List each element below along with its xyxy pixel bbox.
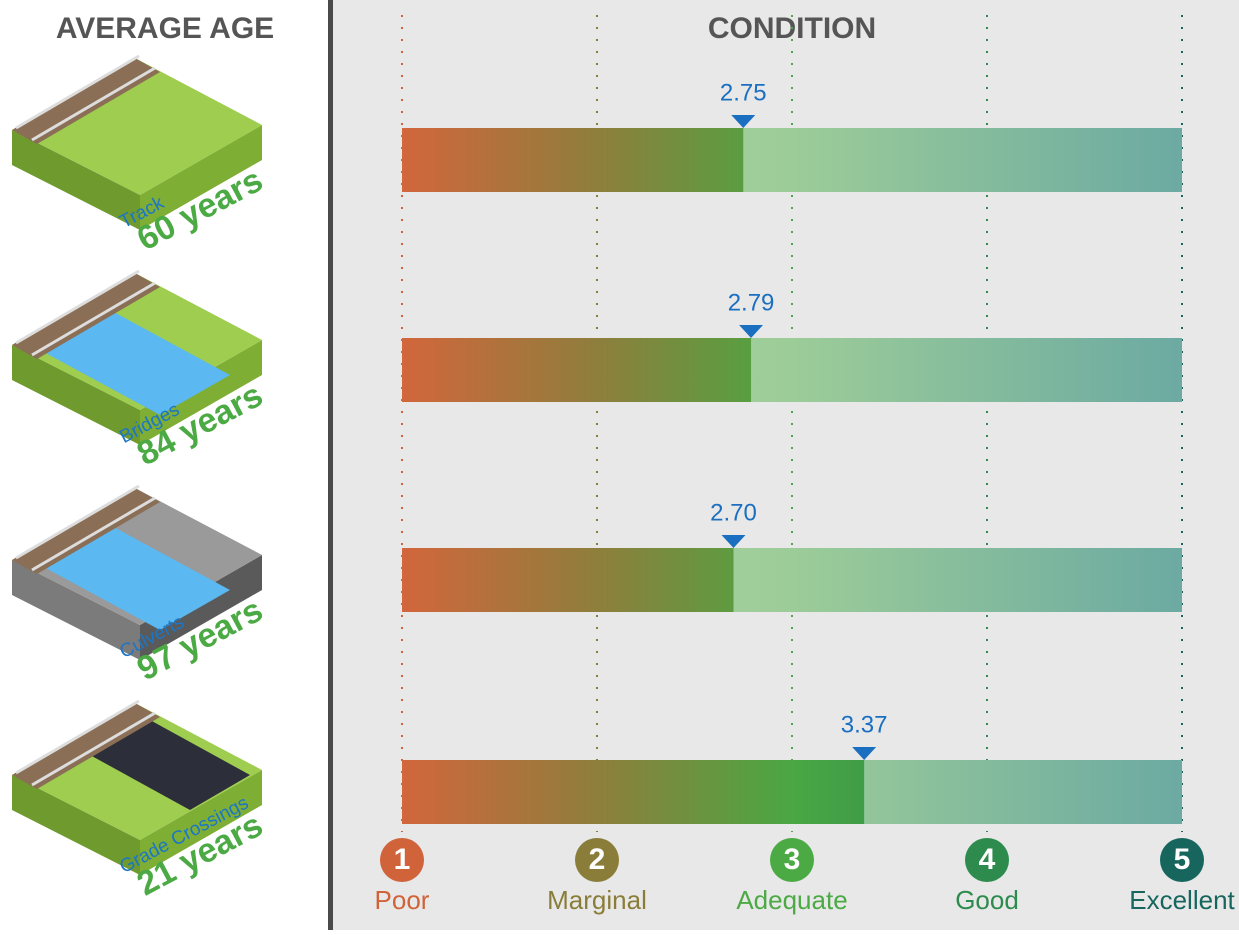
rail	[31, 66, 156, 142]
tick-name: Adequate	[736, 885, 847, 915]
value-label: 2.79	[728, 289, 775, 316]
tick-badge	[965, 838, 1009, 882]
icon-side	[12, 560, 140, 660]
x-tick-label: 1	[394, 843, 411, 876]
rail	[31, 711, 156, 787]
value-marker	[852, 747, 877, 760]
x-tick-label: 4	[979, 843, 996, 876]
icon-side	[140, 555, 262, 660]
track	[12, 488, 160, 574]
icon-side	[140, 340, 262, 445]
track	[12, 703, 160, 789]
icon-side	[12, 130, 140, 230]
tick-name: Good	[955, 885, 1019, 915]
rail	[15, 699, 140, 775]
icon-side	[12, 345, 140, 445]
tick-badge	[575, 838, 619, 882]
rail	[15, 484, 140, 560]
rail	[31, 281, 156, 357]
value-label: 2.70	[710, 499, 757, 526]
water	[40, 525, 230, 630]
value-marker	[731, 115, 756, 128]
track	[12, 58, 160, 144]
value-marker	[739, 325, 764, 338]
x-tick-label: 5	[1174, 843, 1191, 876]
tick-name: Excellent	[1129, 885, 1235, 915]
divider	[328, 0, 333, 930]
bar	[402, 548, 734, 612]
water	[40, 310, 230, 415]
rail	[31, 496, 156, 572]
bar	[402, 338, 752, 402]
left-title: AVERAGE AGE	[56, 12, 274, 45]
icon-top	[12, 58, 262, 195]
tick-name: Marginal	[547, 885, 647, 915]
tick-name: Poor	[375, 885, 430, 915]
tick-badge	[770, 838, 814, 882]
rail	[15, 54, 140, 130]
bar	[402, 128, 744, 192]
tick-badge	[380, 838, 424, 882]
tick-badge	[1160, 838, 1204, 882]
icon-side	[12, 775, 140, 875]
track	[12, 273, 160, 359]
x-tick-label: 2	[589, 843, 606, 876]
bar	[402, 760, 865, 824]
x-tick-label: 3	[784, 843, 801, 876]
value-label: 3.37	[841, 711, 888, 738]
rail	[15, 269, 140, 345]
value-label: 2.75	[720, 79, 767, 106]
road	[90, 720, 250, 810]
icon-side	[140, 770, 262, 875]
icon-side	[140, 125, 262, 230]
value-marker	[721, 535, 746, 548]
